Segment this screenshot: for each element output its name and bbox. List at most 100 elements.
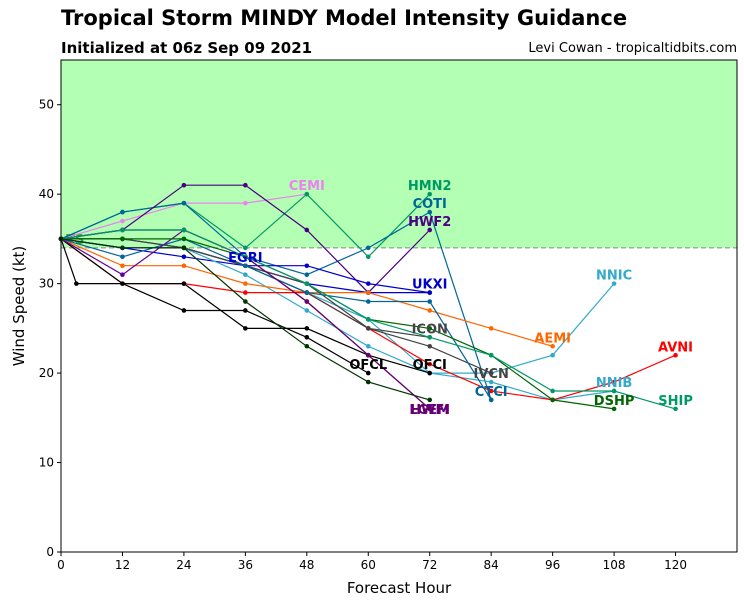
data-point-aemi — [365, 290, 371, 295]
series-ship — [58, 227, 678, 412]
label-ukxi: UKXI — [412, 278, 448, 293]
y-tick-label: 20 — [39, 366, 54, 380]
data-point-hwf2 — [181, 182, 187, 188]
data-point-ofci — [74, 281, 79, 286]
data-point-aemi — [243, 281, 248, 286]
x-axis-title: Forecast Hour — [347, 579, 452, 597]
data-point-unlabeled-19 — [243, 299, 248, 304]
x-tick-label: 12 — [115, 558, 130, 572]
label-hwfi: HWFI — [410, 403, 449, 418]
series-ctci — [58, 236, 494, 403]
label-cemi: CEMI — [289, 179, 325, 194]
series-line-ctci — [60, 238, 492, 401]
chart-title: Tropical Storm MINDY Model Intensity Gui… — [61, 6, 628, 30]
data-point-unlabeled-19 — [181, 245, 187, 251]
data-point-egri — [365, 281, 371, 286]
data-point-ctci — [243, 263, 248, 269]
chart-credit: Levi Cowan - tropicaltidbits.com — [528, 41, 737, 56]
data-point-cemi — [243, 200, 248, 206]
data-point-lgem — [120, 272, 125, 277]
data-point-avni — [243, 290, 248, 295]
data-point-nnic — [550, 352, 555, 358]
data-point-avni — [611, 379, 617, 385]
data-point-dshp — [611, 406, 617, 412]
axes: 0 12 24 36 48 60 72 84 96 108 120 0 10 20 30 40 50 — [39, 59, 738, 572]
data-point-nnic — [611, 281, 617, 286]
data-point-unlabeled-19 — [365, 379, 371, 385]
data-point-coti — [427, 209, 433, 215]
data-point-hwf2 — [304, 227, 310, 233]
data-point-coti — [181, 200, 187, 206]
data-point-hmn2 — [243, 245, 248, 251]
data-point-aemi — [120, 263, 125, 269]
data-point-nnic — [365, 343, 371, 349]
data-point-aemi — [427, 308, 433, 313]
series-dshp — [58, 236, 617, 412]
ts-fill — [61, 60, 737, 248]
label-avni: AVNI — [658, 340, 693, 355]
data-point-ofcl — [243, 308, 248, 313]
data-point-cemi — [120, 218, 125, 224]
label-aemi: AEMI — [534, 331, 571, 346]
label-coti: COTI — [413, 197, 447, 212]
data-point-ofcl — [181, 308, 187, 313]
label-hmn2: HMN2 — [408, 179, 452, 194]
data-point-ship — [550, 388, 555, 394]
label-ofcl: OFCL — [349, 358, 387, 373]
series-line-ivcn — [61, 238, 492, 374]
data-point-ctci — [304, 290, 310, 295]
data-point-ofci — [181, 281, 187, 286]
y-axis-title: Wind Speed (kt) — [10, 246, 28, 367]
data-point-ivcn — [427, 343, 433, 349]
data-point-nnic — [304, 308, 310, 313]
data-point-ship — [427, 335, 433, 340]
series-unlabeled-19 — [58, 236, 433, 403]
data-point-ship — [120, 227, 125, 233]
data-point-ofcl — [304, 335, 310, 340]
data-point-coti — [365, 245, 371, 251]
y-tick-label: 30 — [39, 277, 54, 291]
label-icon: ICON — [412, 322, 448, 337]
data-point-unlabeled-19 — [304, 343, 310, 349]
data-point-egri — [304, 263, 310, 269]
data-point-avni — [673, 352, 678, 358]
data-point-hmn2 — [304, 191, 310, 197]
data-point-ship — [673, 406, 678, 412]
label-ship: SHIP — [658, 394, 693, 409]
data-point-aemi — [488, 326, 494, 331]
data-point-ctci — [365, 299, 371, 304]
data-point-hwfi — [304, 299, 310, 304]
series-line-nnib — [60, 238, 615, 401]
x-tick-label: 24 — [176, 558, 191, 572]
data-point-ship — [365, 317, 371, 322]
series-line-ofcl — [60, 238, 369, 374]
data-point-egri — [181, 254, 187, 260]
data-point-ukxi — [427, 290, 433, 295]
data-point-hmn2 — [427, 191, 433, 197]
label-ivcn: IVCN — [474, 367, 509, 382]
data-point-dshp — [550, 397, 555, 403]
data-point-ofcl — [365, 370, 371, 376]
data-point-coti — [304, 272, 310, 277]
data-point-hmn2 — [365, 254, 371, 260]
chart-subtitle: Initialized at 06z Sep 09 2021 — [61, 39, 313, 57]
x-tick-label: 108 — [603, 558, 626, 572]
x-tick-label: 120 — [664, 558, 687, 572]
y-tick-label: 10 — [39, 456, 54, 470]
data-point-ship — [181, 227, 187, 233]
data-point-nnic — [243, 272, 248, 277]
data-point-ship — [304, 281, 310, 286]
y-tick-label: 40 — [39, 187, 54, 201]
data-point-avni — [488, 388, 494, 394]
data-point-aemi — [181, 263, 187, 269]
model-labels: CEMI HMN2 COTI HWF2 EGRI UKXI NNIC AEMI AVNI ICON… — [228, 179, 693, 418]
x-tick-label: 96 — [545, 558, 560, 572]
data-point-ctci — [120, 254, 125, 260]
data-point-hwfi — [365, 352, 371, 358]
data-point-unlabeled-19 — [427, 397, 433, 403]
data-point-ship — [488, 352, 494, 358]
data-point-unlabeled-19 — [120, 245, 125, 251]
data-point-ship — [243, 254, 248, 260]
label-nnib: NNIB — [596, 376, 633, 391]
